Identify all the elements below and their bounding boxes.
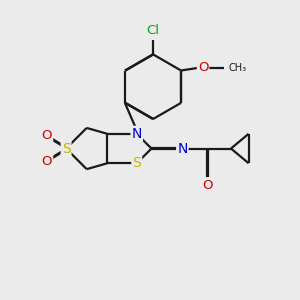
Text: O: O bbox=[202, 179, 213, 192]
Text: CH₃: CH₃ bbox=[228, 63, 246, 73]
Text: N: N bbox=[177, 142, 188, 155]
Text: S: S bbox=[62, 142, 70, 155]
Text: O: O bbox=[198, 61, 208, 74]
Text: O: O bbox=[42, 155, 52, 168]
Text: O: O bbox=[42, 129, 52, 142]
Text: N: N bbox=[132, 127, 142, 141]
Text: S: S bbox=[132, 156, 141, 170]
Text: Cl: Cl bbox=[146, 24, 159, 37]
